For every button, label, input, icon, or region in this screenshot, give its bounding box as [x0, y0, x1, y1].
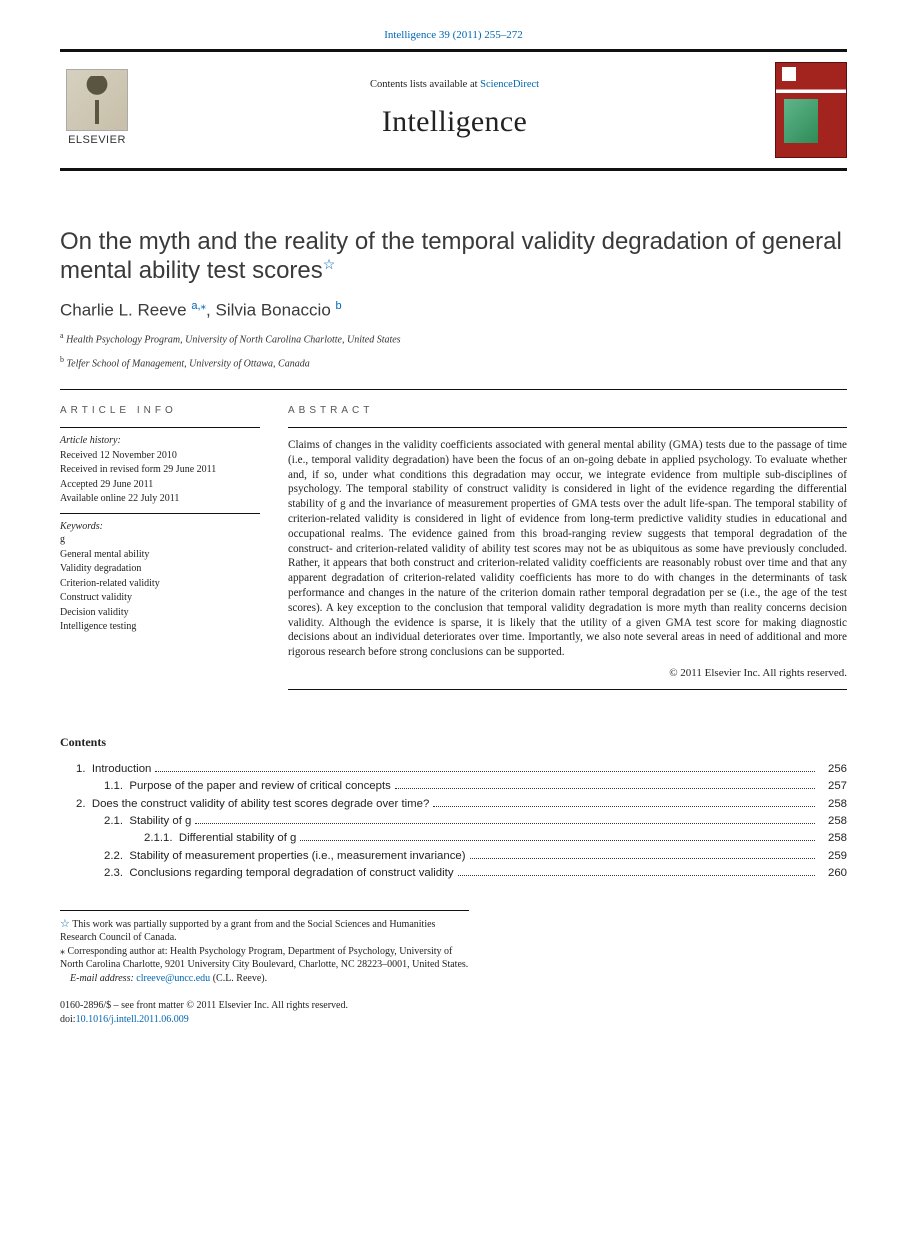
toc-page: 258 [819, 797, 847, 812]
toc-page: 257 [819, 779, 847, 794]
toc-number: 2.2. [104, 849, 129, 864]
toc-leader-dots [433, 798, 815, 807]
journal-header: ELSEVIER Contents lists available at Sci… [60, 49, 847, 171]
toc-label: Purpose of the paper and review of criti… [129, 779, 391, 794]
front-matter-line: 0160-2896/$ – see front matter © 2011 El… [60, 999, 847, 1013]
toc-label: Conclusions regarding temporal degradati… [129, 866, 453, 881]
toc-number: 2.1.1. [144, 831, 179, 846]
affiliation-b: b Telfer School of Management, Universit… [60, 355, 847, 371]
footnote-funding: ☆ This work was partially supported by a… [60, 917, 469, 945]
toc-leader-dots [395, 780, 815, 789]
toc-row[interactable]: 2.1.1. Differential stability of g 258 [60, 831, 847, 846]
toc-row[interactable]: 2.3. Conclusions regarding temporal degr… [60, 866, 847, 881]
abstract-column: abstract Claims of changes in the validi… [288, 390, 847, 690]
footer-meta: 0160-2896/$ – see front matter © 2011 El… [60, 999, 847, 1026]
article-info-column: article info Article history: Received 1… [60, 390, 260, 690]
toc-label: Differential stability of g [179, 831, 297, 846]
star-icon: ☆ [60, 918, 70, 930]
toc-number: 2.1. [104, 814, 129, 829]
toc-row[interactable]: 2.2. Stability of measurement properties… [60, 849, 847, 864]
toc-page: 258 [819, 814, 847, 829]
doi-line: doi:10.1016/j.intell.2011.06.009 [60, 1013, 847, 1027]
toc-label: Does the construct validity of ability t… [92, 797, 429, 812]
toc-page: 259 [819, 849, 847, 864]
article-history: Article history: Received 12 November 20… [60, 434, 260, 507]
copyright-line: © 2011 Elsevier Inc. All rights reserved… [288, 666, 847, 681]
author-2-affil-mark: b [336, 300, 342, 312]
doi-link[interactable]: 10.1016/j.intell.2011.06.009 [76, 1014, 189, 1025]
contents-lists-line: Contents lists available at ScienceDirec… [148, 78, 761, 92]
toc-row[interactable]: 2.1. Stability of g 258 [60, 814, 847, 829]
toc-leader-dots [155, 763, 815, 772]
journal-cover-thumbnail [775, 62, 847, 158]
author-list: Charlie L. Reeve a,⁎, Silvia Bonaccio b [60, 299, 847, 323]
journal-title: Intelligence [148, 102, 761, 143]
toc-page: 258 [819, 831, 847, 846]
email-link[interactable]: clreeve@uncc.edu [136, 973, 210, 984]
abstract-heading: abstract [288, 404, 847, 418]
author-1-affil-mark: a, [191, 300, 200, 312]
article-info-heading: article info [60, 404, 260, 418]
header-center: Contents lists available at ScienceDirec… [148, 78, 761, 143]
toc-number: 1. [76, 762, 92, 777]
title-footnote-star-icon: ☆ [323, 256, 336, 272]
toc-label: Stability of measurement properties (i.e… [129, 849, 465, 864]
elsevier-logo: ELSEVIER [60, 69, 134, 151]
keywords-list: g General mental ability Validity degrad… [60, 533, 260, 635]
toc-row[interactable]: 1.1. Purpose of the paper and review of … [60, 779, 847, 794]
toc-label: Stability of g [129, 814, 191, 829]
journal-ref-link[interactable]: Intelligence 39 (2011) 255–272 [60, 28, 847, 43]
table-of-contents: 1. Introduction 256 1.1. Purpose of the pa… [60, 762, 847, 882]
toc-leader-dots [458, 867, 815, 876]
author-1: Charlie L. Reeve [60, 301, 187, 320]
footnotes: ☆ This work was partially supported by a… [60, 910, 469, 986]
toc-number: 2. [76, 797, 92, 812]
toc-number: 2.3. [104, 866, 129, 881]
toc-leader-dots [195, 815, 815, 824]
affiliation-a: a Health Psychology Program, University … [60, 331, 847, 347]
toc-row[interactable]: 1. Introduction 256 [60, 762, 847, 777]
elsevier-tree-icon [66, 69, 128, 131]
footnote-email: E-mail address: clreeve@uncc.edu (C.L. R… [60, 972, 469, 986]
keywords-label: Keywords: [60, 520, 260, 534]
toc-page: 260 [819, 866, 847, 881]
toc-row[interactable]: 2. Does the construct validity of abilit… [60, 797, 847, 812]
footnote-corresponding: ⁎ Corresponding author at: Health Psycho… [60, 945, 469, 972]
article-title: On the myth and the reality of the tempo… [60, 227, 847, 286]
elsevier-wordmark: ELSEVIER [68, 133, 126, 148]
toc-label: Introduction [92, 762, 152, 777]
toc-page: 256 [819, 762, 847, 777]
abstract-text: Claims of changes in the validity coeffi… [288, 438, 847, 660]
toc-leader-dots [470, 850, 815, 859]
sciencedirect-link[interactable]: ScienceDirect [480, 79, 539, 90]
toc-number: 1.1. [104, 779, 129, 794]
author-2: Silvia Bonaccio [216, 301, 331, 320]
toc-leader-dots [300, 832, 815, 841]
contents-heading: Contents [60, 734, 847, 750]
